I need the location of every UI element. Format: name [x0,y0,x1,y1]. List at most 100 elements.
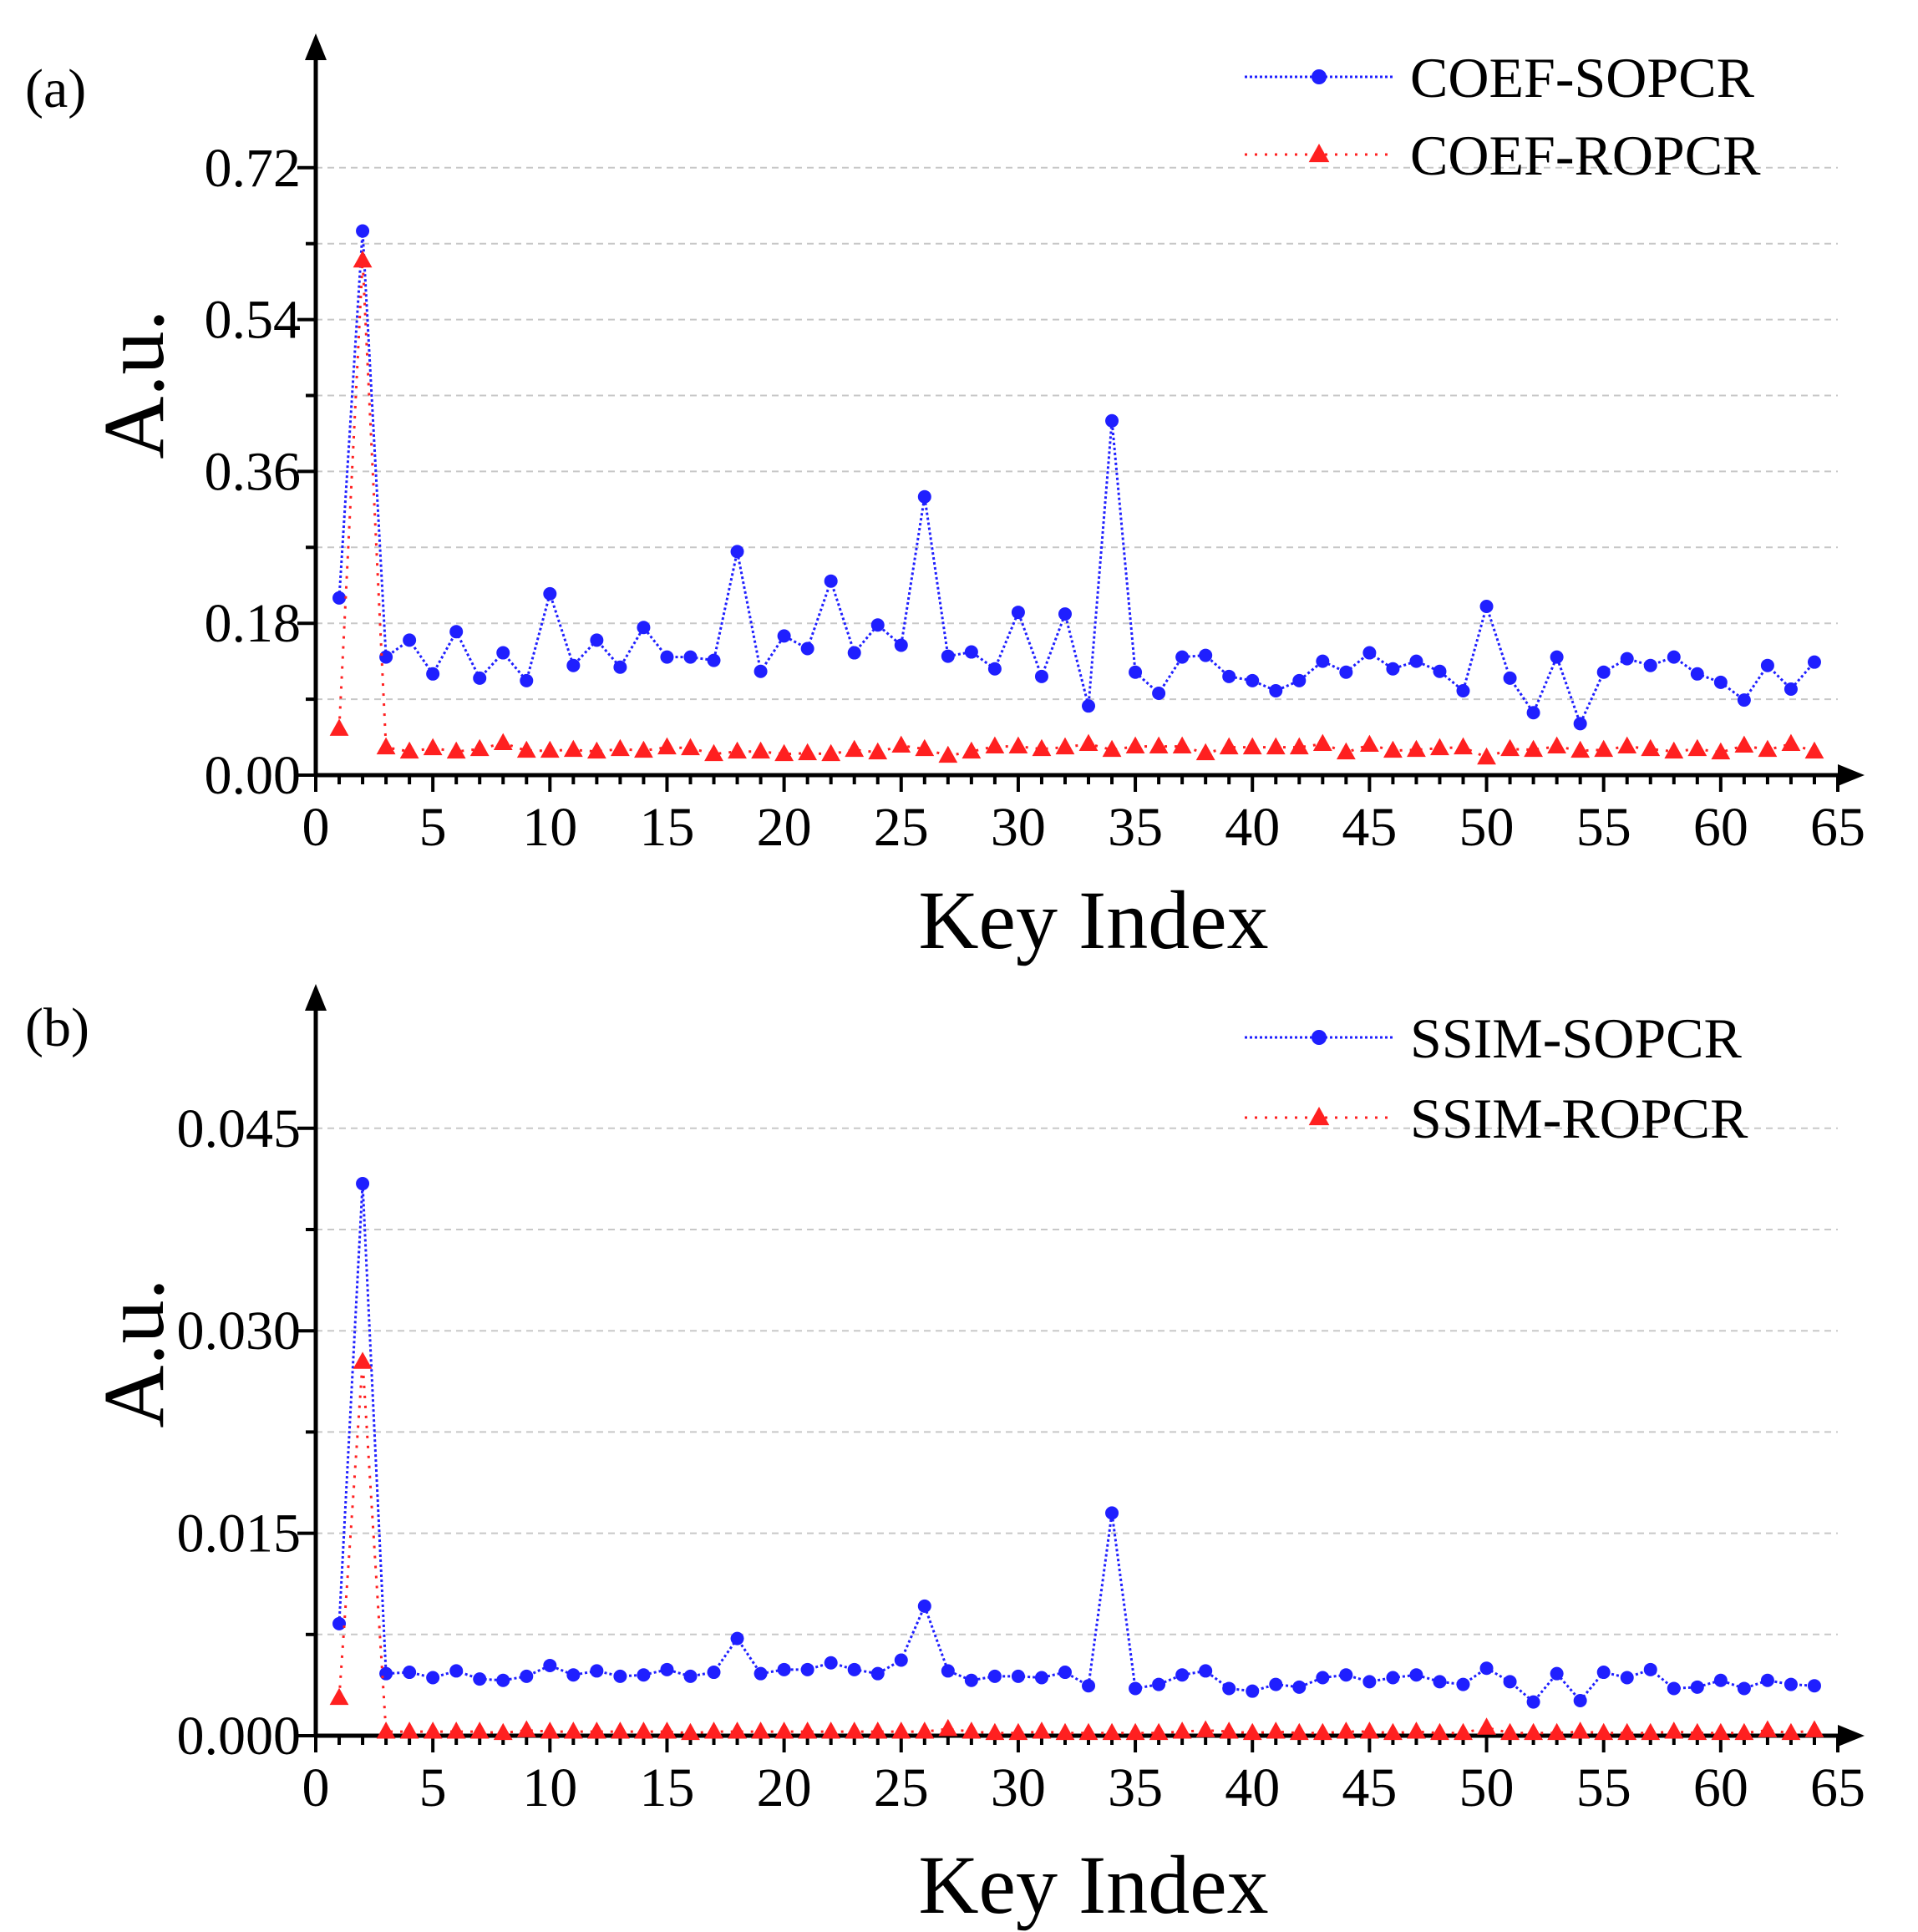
data-point [1804,1720,1824,1737]
x-tick-label: 5 [419,1757,447,1818]
data-point [520,673,534,687]
data-point [1266,1722,1286,1739]
data-point [1082,699,1096,713]
data-point [1500,738,1520,757]
data-point [1594,739,1614,758]
data-point [1664,741,1684,759]
data-point [1246,673,1260,687]
data-point [1105,413,1119,428]
data-point [1105,1506,1119,1520]
x-tick-label: 10 [522,797,577,858]
data-point [566,1668,581,1682]
data-point [1149,736,1169,754]
data-point [1058,607,1072,621]
data-point [1386,1671,1400,1685]
series-line [337,1362,1815,1735]
data-point [1477,1717,1496,1735]
data-point [751,741,770,759]
data-point [1011,606,1025,620]
data-point [543,1658,557,1672]
data-point [1242,1722,1262,1741]
data-point [917,489,931,504]
series-line [337,231,1816,728]
data-point [894,638,908,652]
data-point [1409,1668,1423,1682]
x-tick-label: 0 [302,797,330,858]
data-point [590,633,604,647]
data-point [1339,665,1353,679]
data-point [1152,1677,1166,1691]
x-tick-label: 35 [1108,1757,1163,1818]
data-point [1339,1668,1353,1682]
data-point [403,633,417,647]
data-point [356,224,370,238]
legend-marker [1308,144,1330,163]
data-point [1760,658,1774,672]
data-point [1758,1720,1778,1737]
data-point [493,1722,513,1741]
data-point [1690,1680,1704,1694]
data-point [845,739,865,758]
data-point [1641,1722,1661,1741]
data-point [379,650,393,664]
y-tick-label: 0.030 [177,1301,302,1362]
data-point [1617,1722,1637,1741]
data-point [1667,650,1681,664]
data-point [1011,1669,1025,1683]
data-point [1570,740,1591,758]
data-point [1454,737,1473,755]
y-tick-label: 0.00 [205,745,302,806]
data-point [777,629,791,643]
data-point [917,1599,931,1613]
data-point [563,739,583,758]
data-point [868,742,888,760]
data-point [938,1718,958,1737]
data-point [1407,1722,1426,1739]
data-point [543,586,557,601]
data-point [1222,1681,1236,1696]
data-point [1456,1677,1470,1691]
data-point [751,1722,770,1739]
data-point [1008,1722,1028,1741]
data-point [1641,738,1661,757]
data-point [728,741,747,759]
data-point [754,1666,768,1681]
data-point [1055,737,1075,755]
data-point [1503,1675,1517,1689]
data-point [520,1669,534,1683]
data-point [1172,736,1192,754]
data-point [1222,669,1236,683]
data-point [1034,1671,1048,1685]
panel-label: (b) [25,997,89,1058]
data-point [1430,1722,1449,1741]
data-point [1594,1722,1614,1741]
data-point [1713,675,1728,689]
data-point [1058,1666,1072,1680]
data-point [962,1722,982,1739]
data-point [1737,693,1751,707]
data-point [1781,733,1801,752]
data-point [332,1616,347,1630]
data-point [1807,1679,1821,1693]
data-point [1734,1722,1754,1741]
data-point [941,1664,955,1678]
data-point [754,664,768,678]
data-point [707,1666,721,1680]
x-tick-label: 35 [1108,797,1163,858]
x-tick-label: 20 [757,797,812,858]
data-point [683,650,698,664]
series-SSIM-ROPCR [329,1351,1824,1741]
data-point [1383,740,1403,758]
data-point [1195,1720,1215,1737]
data-point [634,740,653,758]
data-point [1477,747,1496,765]
data-point [449,1664,464,1678]
data-point [426,667,440,681]
data-point [821,1722,841,1739]
x-tick-label: 40 [1225,797,1280,858]
data-point [683,1669,698,1683]
data-point [657,737,677,755]
data-point [423,1722,443,1739]
data-point [353,250,373,268]
x-tick-label: 40 [1225,1757,1280,1818]
